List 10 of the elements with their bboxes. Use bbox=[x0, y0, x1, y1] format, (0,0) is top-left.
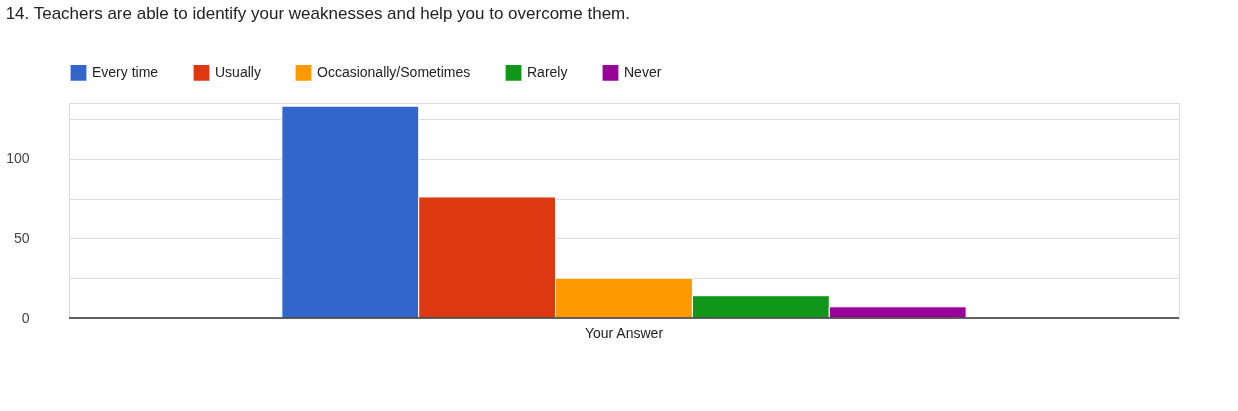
legend-label: Never bbox=[624, 63, 662, 80]
legend-label: Usually bbox=[215, 63, 261, 80]
x-tick-label: Your Answer bbox=[584, 324, 664, 341]
legend-label: Every time bbox=[92, 63, 159, 80]
y-tick-label: 50 bbox=[13, 229, 30, 246]
legend-label: Rarely bbox=[527, 63, 568, 80]
y-tick-label: 0 bbox=[21, 309, 30, 326]
legend-label: Occasionally/Sometimes bbox=[317, 63, 471, 80]
y-tick-label: 100 bbox=[6, 150, 30, 167]
chart-title: 14. Teachers are able to identify your weaknesses and help you to overcome them. bbox=[5, 4, 630, 23]
